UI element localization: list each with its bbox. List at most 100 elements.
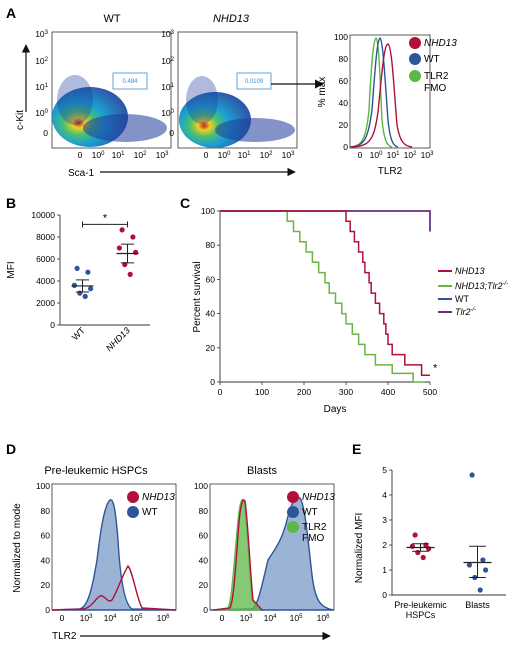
svg-text:WT: WT bbox=[424, 54, 440, 65]
svg-text:100: 100 bbox=[161, 108, 174, 118]
svg-text:0: 0 bbox=[358, 150, 363, 160]
hist-d-left-nhd13 bbox=[51, 564, 177, 611]
svg-text:TLR2: TLR2 bbox=[302, 522, 327, 533]
hist-d-right-ytick: 0 bbox=[203, 605, 208, 615]
hist-a-ytick: 100 bbox=[334, 32, 348, 42]
data-point bbox=[483, 567, 489, 573]
histogram-d-right: 0 103 104 105 106 bbox=[209, 483, 335, 623]
hist-a-ylabel: % max bbox=[317, 77, 328, 108]
hist-d-left-ytick: 100 bbox=[36, 481, 50, 491]
y-tick-label: 40 bbox=[206, 309, 216, 319]
svg-text:103: 103 bbox=[161, 29, 174, 39]
histogram-d-left: 0 103 104 105 106 bbox=[51, 483, 177, 623]
data-point bbox=[127, 271, 133, 277]
y-tick-label: 20 bbox=[206, 343, 216, 353]
y-tick-label: 80 bbox=[206, 240, 216, 250]
chart-c-ylabel: Percent survival bbox=[192, 261, 203, 332]
svg-text:FMO: FMO bbox=[424, 83, 446, 94]
hist-a-ytick: 60 bbox=[339, 76, 349, 86]
y-tick-label: 0 bbox=[382, 590, 387, 600]
x-tick-label: 0 bbox=[218, 387, 223, 397]
svg-text:WT: WT bbox=[302, 507, 318, 518]
chart-e-ylabel: Normalized MFI bbox=[354, 513, 365, 584]
panel-letter-e: E bbox=[352, 441, 361, 457]
hist-a-legend: NHD13 WT TLR2 FMO bbox=[409, 37, 457, 94]
panel-letter-b: B bbox=[6, 195, 16, 211]
data-point bbox=[85, 269, 91, 275]
flow-gate-nhd13-value: 0.0109 bbox=[245, 79, 264, 85]
survival-curve-nhd13-tlr2- bbox=[220, 210, 426, 383]
chart-c: 0 20 40 60 80 100 0 100 200 300 400 500 * bbox=[201, 206, 438, 397]
data-point bbox=[477, 587, 483, 593]
svg-text:WT: WT bbox=[142, 507, 158, 518]
survival-curve-tlr2- bbox=[220, 210, 431, 232]
svg-text:0: 0 bbox=[60, 613, 65, 623]
svg-text:NHD13: NHD13 bbox=[455, 266, 485, 276]
y-tick-label: 5 bbox=[382, 465, 387, 475]
y-tick-label: 3 bbox=[382, 515, 387, 525]
svg-text:0: 0 bbox=[220, 613, 225, 623]
hist-d-right-nhd13 bbox=[213, 499, 263, 611]
y-tick-label: 0 bbox=[50, 320, 55, 330]
hist-a-ytick: 40 bbox=[339, 98, 349, 108]
hist-d-left-ytick: 80 bbox=[41, 506, 51, 516]
y-tick-label: 8000 bbox=[36, 232, 55, 242]
y-tick-label: 2000 bbox=[36, 298, 55, 308]
chart-c-xlabel: Days bbox=[324, 404, 347, 415]
svg-text:103: 103 bbox=[421, 150, 434, 160]
flow-gate-wt-value: 0.484 bbox=[122, 79, 138, 85]
svg-text:103: 103 bbox=[35, 29, 48, 39]
svg-text:102: 102 bbox=[35, 56, 48, 66]
svg-text:NHD13: NHD13 bbox=[424, 38, 457, 49]
x-tick-label: 100 bbox=[255, 387, 269, 397]
y-tick-label: 4000 bbox=[36, 276, 55, 286]
svg-text:102: 102 bbox=[161, 56, 174, 66]
svg-text:100: 100 bbox=[218, 150, 231, 160]
svg-text:0: 0 bbox=[43, 128, 48, 138]
data-point bbox=[480, 557, 486, 563]
hist-d-left-wt bbox=[51, 499, 177, 611]
data-point bbox=[412, 532, 418, 538]
svg-text:104: 104 bbox=[104, 613, 117, 623]
hist-d-left-ytick: 20 bbox=[41, 580, 51, 590]
hist-d-right-ytick: 80 bbox=[199, 506, 209, 516]
data-point bbox=[77, 290, 83, 296]
y-tick-label: 60 bbox=[206, 274, 216, 284]
svg-text:101: 101 bbox=[112, 150, 125, 160]
hist-d-right-ytick: 100 bbox=[194, 481, 208, 491]
svg-text:TLR2: TLR2 bbox=[424, 71, 449, 82]
chart-d-left-title: Pre-leukemic HSPCs bbox=[44, 465, 148, 477]
hist-d-left-ytick: 40 bbox=[41, 555, 51, 565]
hist-d-right-legend: NHD13 WT TLR2 FMO bbox=[287, 491, 335, 544]
svg-text:106: 106 bbox=[157, 613, 170, 623]
hist-a-curve-wt bbox=[349, 37, 399, 148]
svg-text:101: 101 bbox=[161, 82, 174, 92]
hist-d-left-ytick: 0 bbox=[45, 605, 50, 615]
x-tick-label: 500 bbox=[423, 387, 437, 397]
y-tick-label: 6000 bbox=[36, 254, 55, 264]
svg-text:104: 104 bbox=[264, 613, 277, 623]
svg-text:100: 100 bbox=[92, 150, 105, 160]
hist-a-xlabel: TLR2 bbox=[378, 166, 403, 177]
x-tick-label: NHD13 bbox=[104, 325, 132, 353]
flow-ylabel: c-Kit bbox=[15, 110, 26, 130]
data-point bbox=[74, 265, 80, 271]
hist-d-right-ytick: 20 bbox=[199, 580, 209, 590]
flow-xlabel: Sca-1 bbox=[68, 168, 95, 179]
survival-curve-nhd13 bbox=[220, 210, 430, 376]
data-point bbox=[469, 472, 475, 478]
svg-text:0: 0 bbox=[78, 150, 83, 160]
chart-c-legend: NHD13 NHD13;Tlr2-/- WT Tlr2-/- bbox=[438, 266, 508, 317]
flow-mid-title: NHD13 bbox=[213, 13, 250, 25]
y-tick-label: 1 bbox=[382, 565, 387, 575]
flow-gate-nhd13 bbox=[236, 72, 272, 90]
svg-text:103: 103 bbox=[282, 150, 295, 160]
svg-text:102: 102 bbox=[260, 150, 273, 160]
flow-gate-wt bbox=[112, 72, 148, 90]
svg-text:103: 103 bbox=[156, 150, 169, 160]
x-tick-label: Blasts bbox=[465, 600, 490, 610]
hist-a-ytick: 0 bbox=[343, 142, 348, 152]
svg-text:100: 100 bbox=[35, 108, 48, 118]
svg-text:0: 0 bbox=[204, 150, 209, 160]
